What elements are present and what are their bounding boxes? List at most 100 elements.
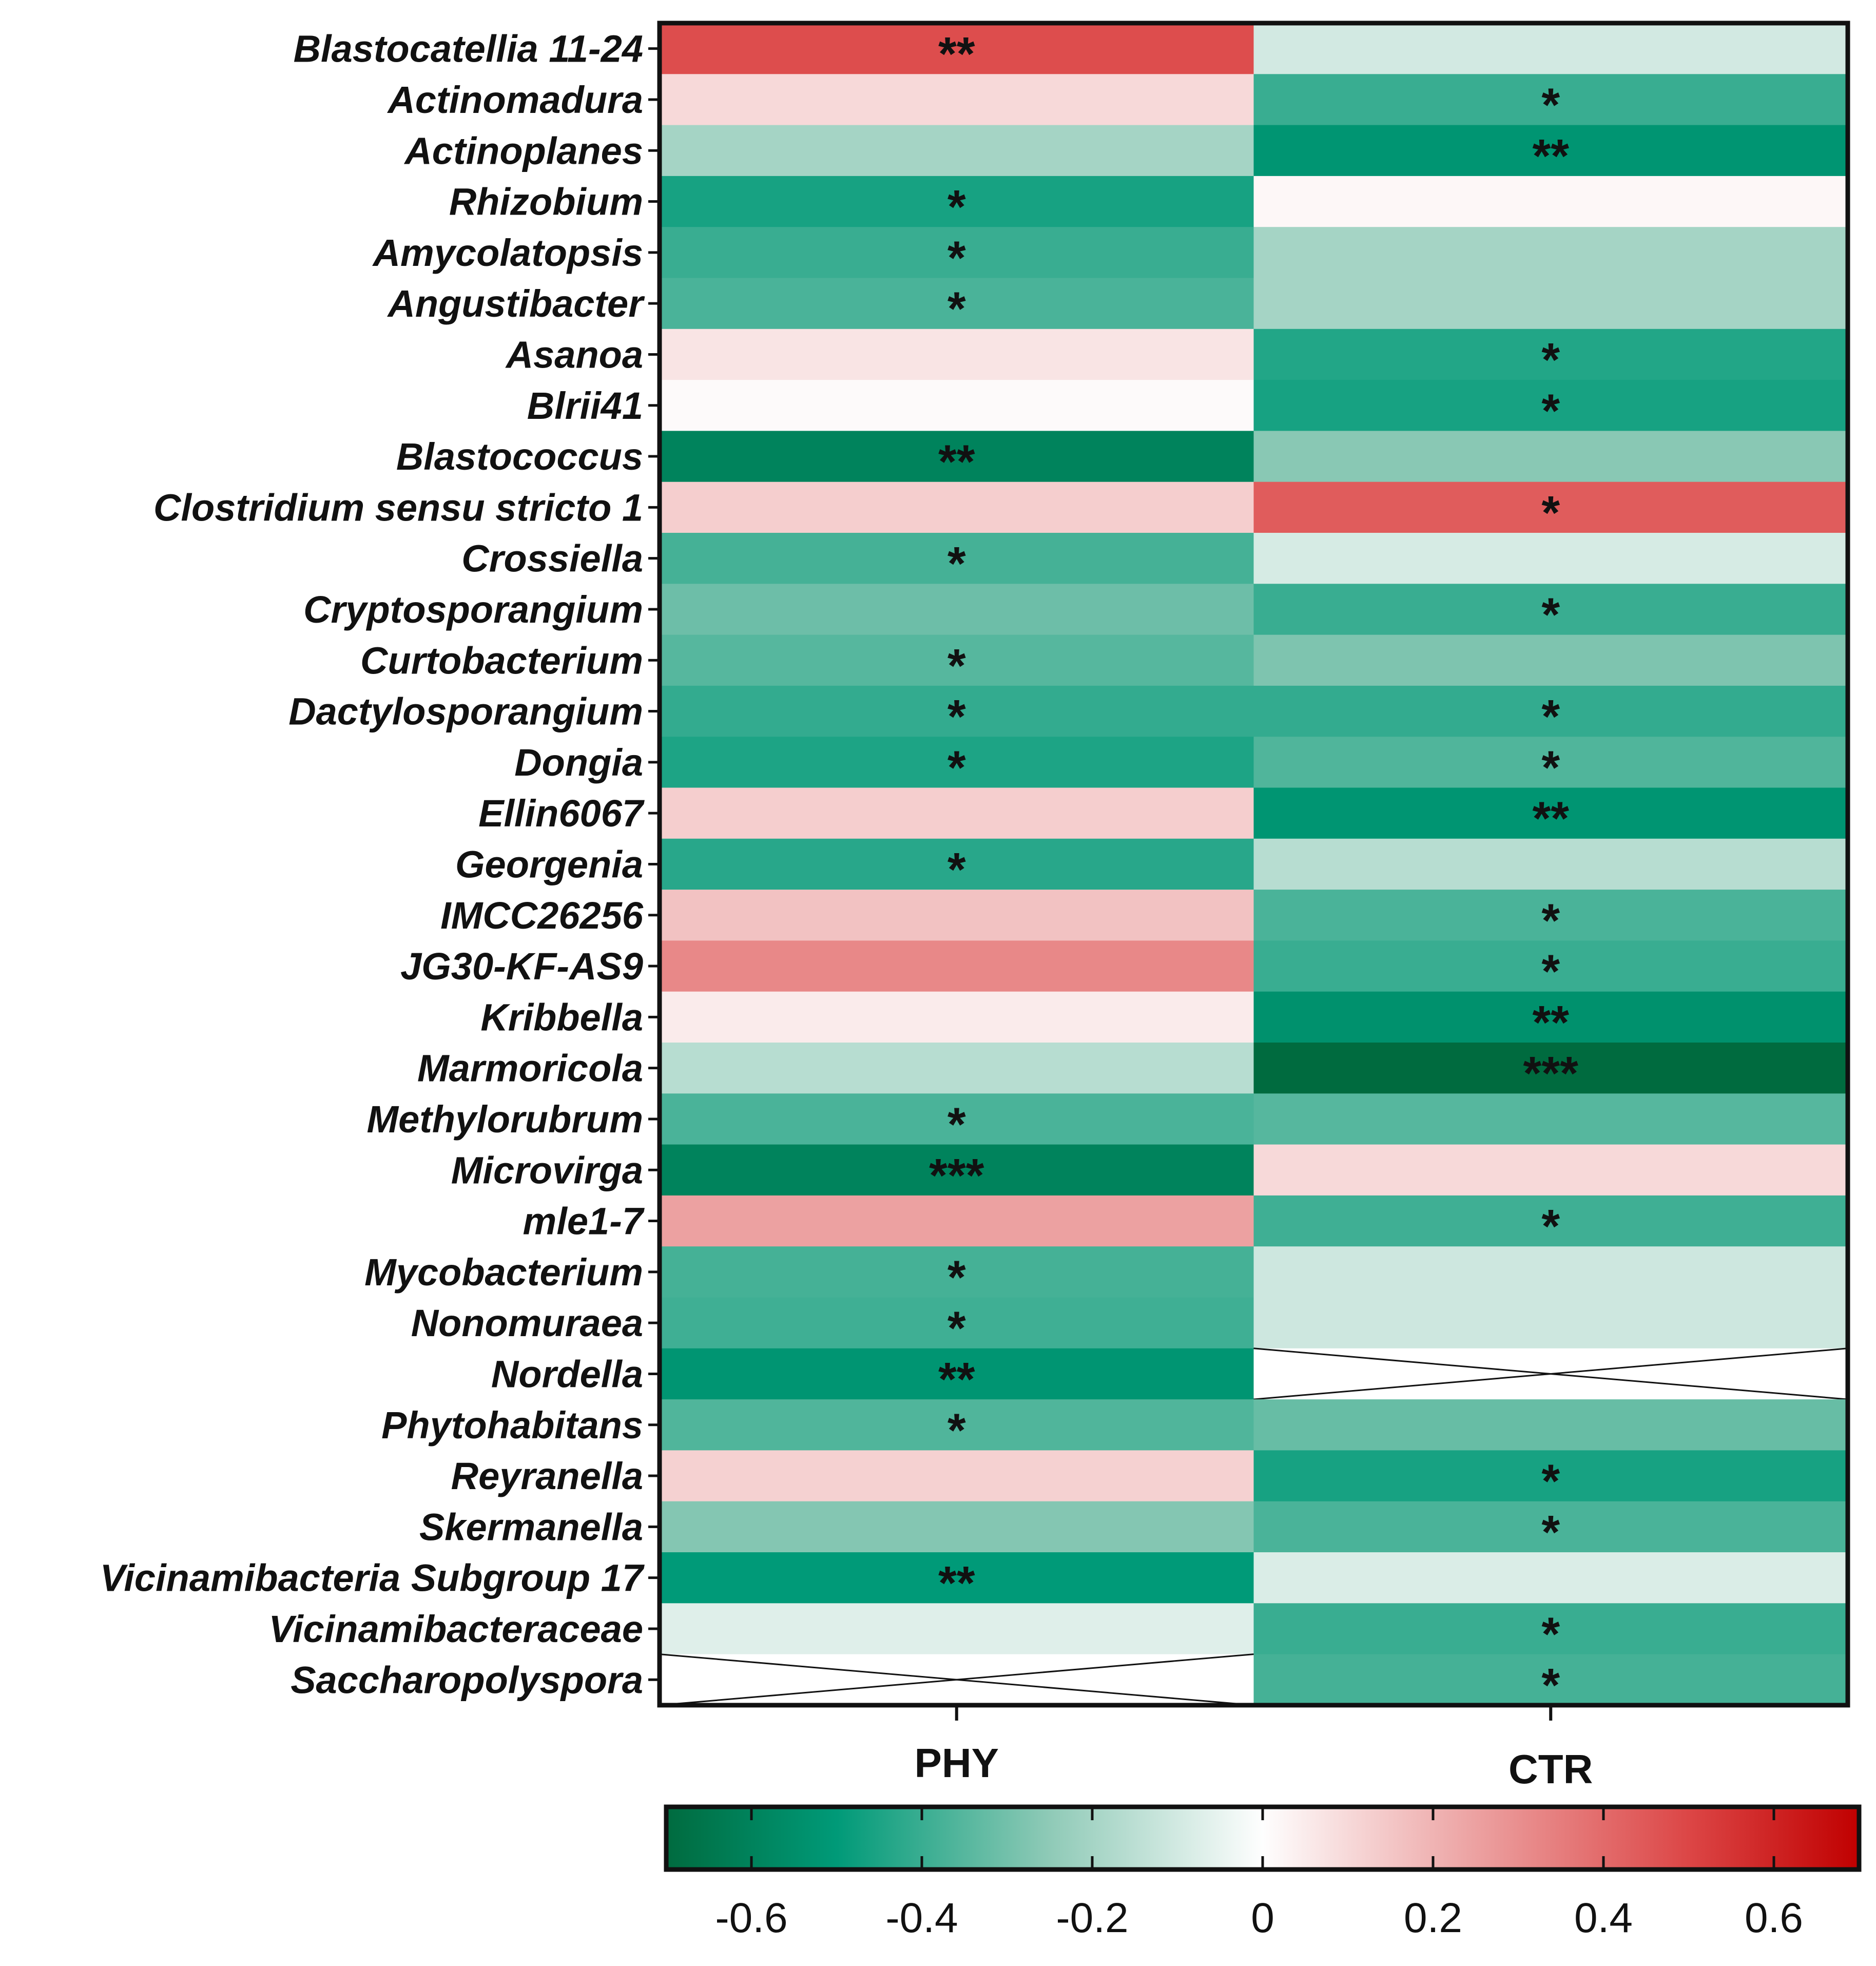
cell-dactylosporangium-phy <box>660 685 1254 737</box>
cell-crossiella-phy <box>660 533 1254 584</box>
cell-blastocatellia-11-24-phy <box>660 23 1254 74</box>
significance-saccharopolyspora-ctr: * <box>1541 1659 1560 1711</box>
row-label-vicinamibacteria-subgroup-17: Vicinamibacteria Subgroup 17 <box>100 1557 645 1599</box>
cell-blastococcus-ctr <box>1253 431 1848 483</box>
row-label-cryptosporangium: Cryptosporangium <box>303 588 643 631</box>
cell-ellin6067-ctr <box>1253 787 1848 839</box>
significance-imcc26256-ctr: * <box>1541 895 1560 947</box>
row-labels: Blastocatellia 11-24 Actinomadura Actinopl… <box>100 28 660 1701</box>
row-label-mle1-7: mle1-7 <box>523 1200 645 1243</box>
row-label-imcc26256: IMCC26256 <box>440 894 644 937</box>
significance-microvirga-phy: *** <box>929 1149 984 1202</box>
cell-actinomadura-ctr <box>1253 74 1848 126</box>
cell-amycolatopsis-phy <box>660 227 1254 278</box>
row-label-angustibacter: Angustibacter <box>386 282 645 325</box>
cell-asanoa-phy <box>660 329 1254 380</box>
row-label-nonomuraea: Nonomuraea <box>411 1302 643 1344</box>
cell-actinoplanes-ctr <box>1253 125 1848 177</box>
row-label-phytohabitans: Phytohabitans <box>381 1404 643 1447</box>
row-label-blrii41: Blrii41 <box>527 384 643 427</box>
cell-imcc26256-phy <box>660 890 1254 941</box>
significance-markers: ***************** ** *********************… <box>929 28 1578 1712</box>
cell-nonomuraea-phy <box>660 1297 1254 1349</box>
cell-jg30-kf-as9-ctr <box>1253 940 1848 992</box>
significance-phytohabitans-phy: * <box>947 1404 966 1457</box>
cell-nordella-phy <box>660 1348 1254 1400</box>
row-label-mycobacterium: Mycobacterium <box>364 1251 643 1294</box>
significance-actinomadura-ctr: * <box>1541 79 1560 131</box>
colorbar-tick-label: -0.2 <box>1056 1895 1128 1941</box>
row-label-amycolatopsis: Amycolatopsis <box>372 232 643 274</box>
heatmap-cells <box>659 23 1848 1706</box>
significance-angustibacter-phy: * <box>947 283 966 335</box>
cell-rhizobium-ctr <box>1253 176 1848 227</box>
colorbar-tick-label: -0.4 <box>885 1895 958 1941</box>
row-label-dongia: Dongia <box>514 741 643 784</box>
significance-kribbella-ctr: ** <box>1532 996 1569 1049</box>
column-label-ctr: CTR <box>1508 1746 1593 1792</box>
cell-jg30-kf-as9-phy <box>660 940 1254 992</box>
heatmap-frame <box>657 21 1850 1708</box>
cell-kribbella-ctr <box>1253 991 1848 1043</box>
row-label-rhizobium: Rhizobium <box>449 181 643 223</box>
cell-vicinamibacteria-subgroup-17-phy <box>660 1552 1254 1604</box>
cell-georgenia-ctr <box>1253 838 1848 890</box>
cell-marmoricola-phy <box>660 1043 1254 1094</box>
row-label-actinomadura: Actinomadura <box>386 79 643 121</box>
colorbar-tick-label: 0.2 <box>1404 1895 1462 1941</box>
cell-marmoricola-ctr <box>1253 1043 1848 1094</box>
row-label-clostridium-sensu-stricto-1: Clostridium sensu stricto 1 <box>153 486 643 529</box>
significance-marmoricola-ctr: *** <box>1523 1048 1579 1100</box>
cell-mle1-7-phy <box>660 1195 1254 1247</box>
significance-cryptosporangium-ctr: * <box>1541 589 1560 641</box>
cell-actinoplanes-phy <box>660 125 1254 177</box>
cell-amycolatopsis-ctr <box>1253 227 1848 278</box>
cell-cryptosporangium-phy <box>660 584 1254 635</box>
cell-blastococcus-phy <box>660 431 1254 483</box>
row-label-skermanella: Skermanella <box>419 1506 643 1548</box>
cell-reyranella-phy <box>660 1450 1254 1502</box>
cell-imcc26256-ctr <box>1253 890 1848 941</box>
missing-cross-line <box>1253 1347 1848 1400</box>
significance-blrii41-ctr: * <box>1541 385 1560 437</box>
significance-mycobacterium-phy: * <box>947 1251 966 1304</box>
row-label-microvirga: Microvirga <box>451 1149 643 1191</box>
cell-saccharopolyspora-ctr <box>1253 1654 1848 1706</box>
significance-dongia-ctr: * <box>1541 742 1560 794</box>
row-label-georgenia: Georgenia <box>455 843 643 885</box>
cell-blastocatellia-11-24-ctr <box>1253 23 1848 74</box>
cell-georgenia-phy <box>660 838 1254 890</box>
cell-angustibacter-ctr <box>1253 278 1848 330</box>
significance-nonomuraea-phy: * <box>947 1302 966 1355</box>
cell-curtobacterium-phy <box>660 634 1254 686</box>
row-label-ellin6067: Ellin6067 <box>478 792 645 835</box>
row-label-reyranella: Reyranella <box>451 1455 643 1497</box>
significance-jg30-kf-as9-ctr: * <box>1541 946 1560 998</box>
significance-mle1-7-ctr: * <box>1541 1201 1560 1253</box>
column-label-phy: PHY <box>915 1740 999 1786</box>
significance-asanoa-ctr: * <box>1541 334 1560 386</box>
colorbar-tick-label: 0.4 <box>1574 1895 1633 1941</box>
row-label-blastocatellia-11-24: Blastocatellia 11-24 <box>294 28 643 70</box>
cell-vicinamibacteria-subgroup-17-ctr <box>1253 1552 1848 1604</box>
row-label-crossiella: Crossiella <box>461 537 643 580</box>
cell-crossiella-ctr <box>1253 533 1848 584</box>
cell-cryptosporangium-ctr <box>1253 584 1848 635</box>
cell-vicinamibacteraceae-ctr <box>1253 1603 1848 1655</box>
cell-methylorubrum-ctr <box>1253 1093 1848 1145</box>
colorbar-tick-label: 0.6 <box>1745 1895 1803 1941</box>
significance-vicinamibacteraceae-ctr: * <box>1541 1608 1560 1661</box>
significance-dongia-phy: * <box>947 742 966 794</box>
cell-microvirga-ctr <box>1253 1144 1848 1196</box>
cell-skermanella-phy <box>660 1501 1254 1553</box>
significance-crossiella-phy: * <box>947 538 966 590</box>
row-label-asanoa: Asanoa <box>505 333 643 376</box>
cell-dongia-ctr <box>1253 737 1848 788</box>
significance-clostridium-sensu-stricto-1-ctr: * <box>1541 487 1560 539</box>
cell-dactylosporangium-ctr <box>1253 685 1848 737</box>
cell-actinomadura-phy <box>660 74 1254 126</box>
significance-rhizobium-phy: * <box>947 181 966 234</box>
cell-skermanella-ctr <box>1253 1501 1848 1553</box>
row-label-jg30-kf-as9: JG30-KF-AS9 <box>400 945 643 988</box>
significance-blastococcus-phy: ** <box>938 436 975 488</box>
